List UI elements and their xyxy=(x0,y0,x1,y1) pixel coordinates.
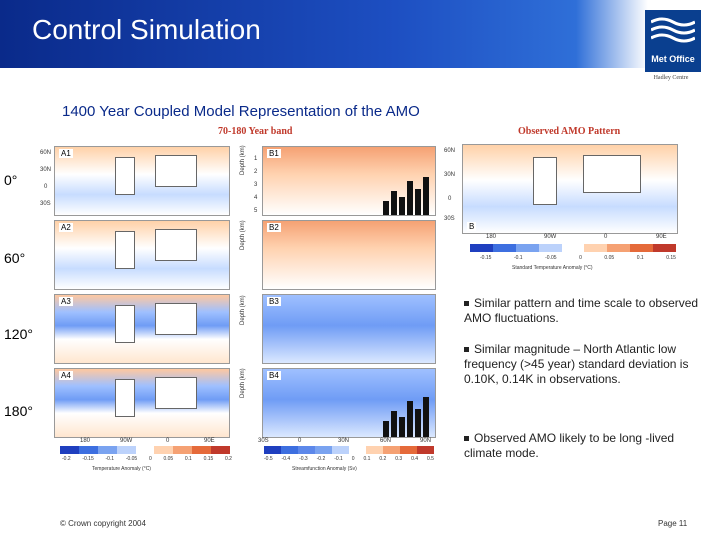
panel-tag: A3 xyxy=(59,297,73,306)
topography-bars xyxy=(383,177,429,215)
bullet-point: Similar magnitude – North Atlantic low f… xyxy=(464,342,689,386)
logo-name: Met Office xyxy=(651,54,695,64)
obs-lon-tick: 90E xyxy=(656,234,667,240)
panel-tag: B2 xyxy=(267,223,281,232)
map-panel-a2: A2 xyxy=(54,220,230,290)
obs-lon-tick: 180 xyxy=(486,234,497,240)
depth-axis-label: Depth (km) xyxy=(240,368,246,398)
header-bar: Control Simulation xyxy=(0,0,720,68)
depth-lat-tick: 30S xyxy=(258,438,269,444)
lon-tick: 180 xyxy=(80,438,91,444)
observed-colorbar-ticks: -0.15 -0.1 -0.05 0 0.05 0.1 0.15 xyxy=(480,255,676,261)
panel-tag: A2 xyxy=(59,223,73,232)
depth-panel-b3: B3 xyxy=(262,294,436,364)
observed-label: Observed AMO Pattern xyxy=(518,126,621,137)
lag-label: 120° xyxy=(4,326,33,342)
slide-title: Control Simulation xyxy=(32,14,261,45)
wave-icon xyxy=(651,17,695,43)
depth-axis-label: Depth (km) xyxy=(240,295,246,325)
observed-colorbar xyxy=(470,244,677,252)
map-panel-a4: A4 xyxy=(54,368,230,438)
lat-tick: 30N xyxy=(40,167,52,173)
lag-label: 180° xyxy=(4,403,33,419)
depth-tick: 4 xyxy=(254,195,258,201)
panel-tag: A4 xyxy=(59,371,73,380)
depth-lat-tick: 30N xyxy=(338,438,350,444)
copyright: © Crown copyright 2004 xyxy=(60,519,146,528)
bullet-square-icon xyxy=(464,347,469,353)
depth-panel-b4: B4 xyxy=(262,368,436,438)
panel-tag: A1 xyxy=(59,149,73,158)
temperature-colorbar-ticks: -0.2 -0.15 -0.1 -0.05 0 0.05 0.1 0.15 0.2 xyxy=(62,456,232,462)
band-label: 70-180 Year band xyxy=(218,126,293,137)
depth-tick: 5 xyxy=(254,208,258,214)
obs-lat-tick: 30N xyxy=(444,172,456,178)
bullet-square-icon xyxy=(464,301,469,307)
lat-tick: 30S xyxy=(40,201,51,207)
obs-lat-tick: 60N xyxy=(444,148,456,154)
page-number: Page 11 xyxy=(658,519,688,528)
lag-label: 60° xyxy=(4,250,26,266)
depth-tick: 3 xyxy=(254,182,258,188)
panel-tag: B3 xyxy=(267,297,281,306)
logo-subtitle: Hadley Centre xyxy=(653,75,689,81)
depth-axis-label: Depth (km) xyxy=(240,145,246,175)
obs-lon-tick: 90W xyxy=(544,234,557,240)
bullet-point: Observed AMO likely to be long -lived cl… xyxy=(464,431,675,460)
observed-map-panel: B xyxy=(462,144,678,234)
depth-tick: 2 xyxy=(254,169,258,175)
lat-tick: 0 xyxy=(44,184,48,190)
obs-lat-tick: 0 xyxy=(448,196,452,202)
depth-panel-b1: B1 xyxy=(262,146,436,216)
map-panel-a1: A1 xyxy=(54,146,230,216)
bullet-point: Similar pattern and time scale to observ… xyxy=(464,296,699,325)
lag-label: 0° xyxy=(4,172,18,188)
map-panel-a3: A3 xyxy=(54,294,230,364)
panel-tag: B xyxy=(467,222,477,231)
streamfunction-colorbar xyxy=(264,446,434,454)
streamfunction-colorbar-ticks: -0.5 -0.4 -0.3 -0.2 -0.1 0 0.1 0.2 0.3 0.4 0.5 xyxy=(264,456,434,462)
depth-tick: 1 xyxy=(254,156,258,162)
lon-tick: 0 xyxy=(166,438,170,444)
topography-bars xyxy=(383,397,429,437)
obs-lon-tick: 0 xyxy=(604,234,608,240)
panel-tag: B1 xyxy=(267,149,281,158)
panel-tag: B4 xyxy=(267,371,281,380)
depth-axis-label: Depth (km) xyxy=(240,220,246,250)
met-office-logo: Met Office xyxy=(645,10,701,72)
obs-lat-tick: 30S xyxy=(444,216,455,222)
lat-tick: 60N xyxy=(40,150,52,156)
depth-panel-b2: B2 xyxy=(262,220,436,290)
observed-colorbar-label: Standard Temperature Anomaly (°C) xyxy=(512,265,593,271)
temperature-colorbar-label: Temperature Anomaly (°C) xyxy=(92,466,151,472)
streamfunction-colorbar-label: Streamfunction Anomaly (Sv) xyxy=(292,466,357,472)
bullet-square-icon xyxy=(464,436,469,442)
depth-lat-tick: 90N xyxy=(420,438,432,444)
lon-tick: 90E xyxy=(204,438,215,444)
depth-lat-tick: 60N xyxy=(380,438,392,444)
lon-tick: 90W xyxy=(120,438,133,444)
temperature-colorbar xyxy=(60,446,231,454)
depth-lat-tick: 0 xyxy=(298,438,302,444)
main-title: 1400 Year Coupled Model Representation o… xyxy=(62,103,420,120)
